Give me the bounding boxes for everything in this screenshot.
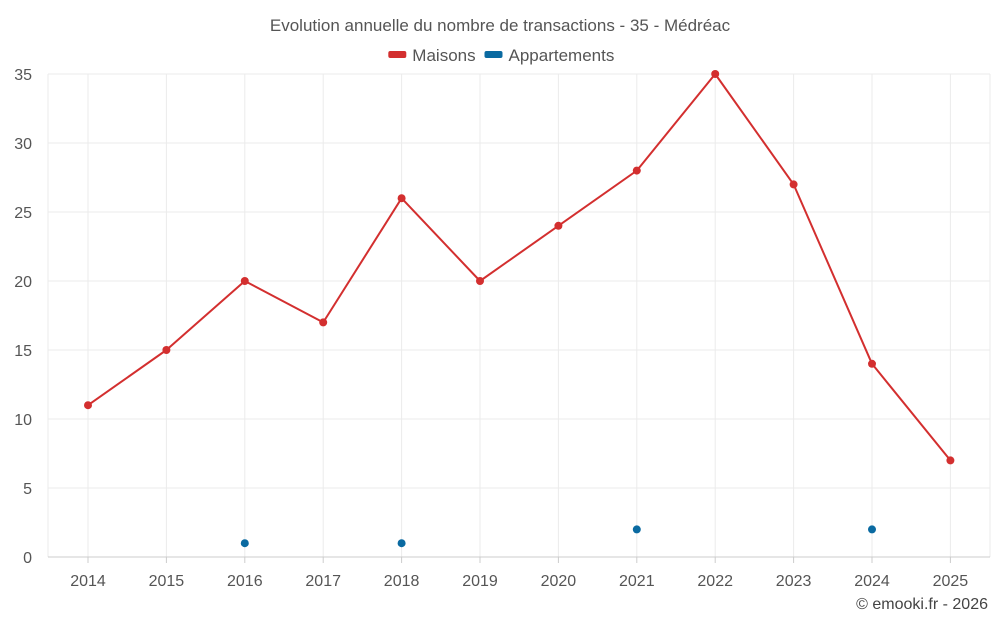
y-tick-label: 20 — [14, 274, 32, 291]
x-tick-label: 2023 — [776, 573, 812, 590]
data-point[interactable] — [84, 401, 92, 410]
legend[interactable]: Maisons Appartements — [388, 46, 614, 65]
data-point[interactable] — [868, 525, 876, 534]
legend-label: Maisons — [412, 46, 475, 65]
x-tick-label: 2017 — [305, 573, 341, 590]
x-tick-label: 2016 — [227, 573, 263, 590]
data-point[interactable] — [319, 318, 328, 327]
x-tick-label: 2025 — [933, 573, 969, 590]
y-tick-label: 15 — [14, 343, 32, 360]
x-tick-label: 2024 — [854, 573, 890, 590]
x-tick-label: 2019 — [462, 573, 498, 590]
y-tick-label: 35 — [14, 67, 32, 84]
x-tick-label: 2020 — [541, 573, 577, 590]
data-point[interactable] — [868, 359, 876, 368]
legend-swatch — [388, 51, 407, 58]
legend-item-appartements[interactable]: Appartements — [484, 46, 615, 65]
data-point[interactable] — [240, 539, 249, 548]
data-point[interactable] — [240, 277, 249, 285]
data-point[interactable] — [397, 539, 406, 548]
data-point[interactable] — [162, 346, 171, 354]
y-tick-label: 30 — [14, 136, 32, 153]
data-point[interactable] — [789, 180, 798, 189]
x-axis: 2014 2015 2016 2017 2018 2019 2020 2021 2022 2023… — [70, 557, 968, 590]
series-layer — [84, 70, 955, 548]
y-tick-label: 5 — [23, 481, 32, 498]
series-line — [87, 73, 952, 462]
data-point[interactable] — [476, 277, 484, 285]
data-point[interactable] — [946, 456, 955, 465]
y-axis: 0 5 10 15 20 25 30 35 — [14, 67, 32, 567]
data-point[interactable] — [632, 166, 641, 175]
x-tick-label: 2022 — [697, 573, 733, 590]
chart-title: Evolution annuelle du nombre de transact… — [270, 16, 731, 35]
data-point[interactable] — [632, 525, 641, 534]
y-tick-label: 10 — [14, 412, 32, 429]
data-point[interactable] — [397, 194, 406, 203]
series-appartements — [240, 525, 876, 548]
legend-swatch — [484, 51, 503, 58]
x-tick-label: 2021 — [619, 573, 655, 590]
y-tick-label: 0 — [23, 550, 32, 567]
legend-label: Appartements — [509, 46, 615, 65]
x-tick-label: 2015 — [149, 573, 185, 590]
x-tick-label: 2018 — [384, 573, 420, 590]
legend-item-maisons[interactable]: Maisons — [388, 46, 476, 65]
data-point[interactable] — [554, 221, 563, 230]
grid-lines — [47, 73, 991, 558]
credit-text: © emooki.fr - 2026 — [856, 596, 988, 613]
y-tick-label: 25 — [14, 205, 32, 222]
data-point[interactable] — [711, 70, 720, 78]
series-maisons — [84, 70, 955, 465]
x-tick-label: 2014 — [70, 573, 106, 590]
